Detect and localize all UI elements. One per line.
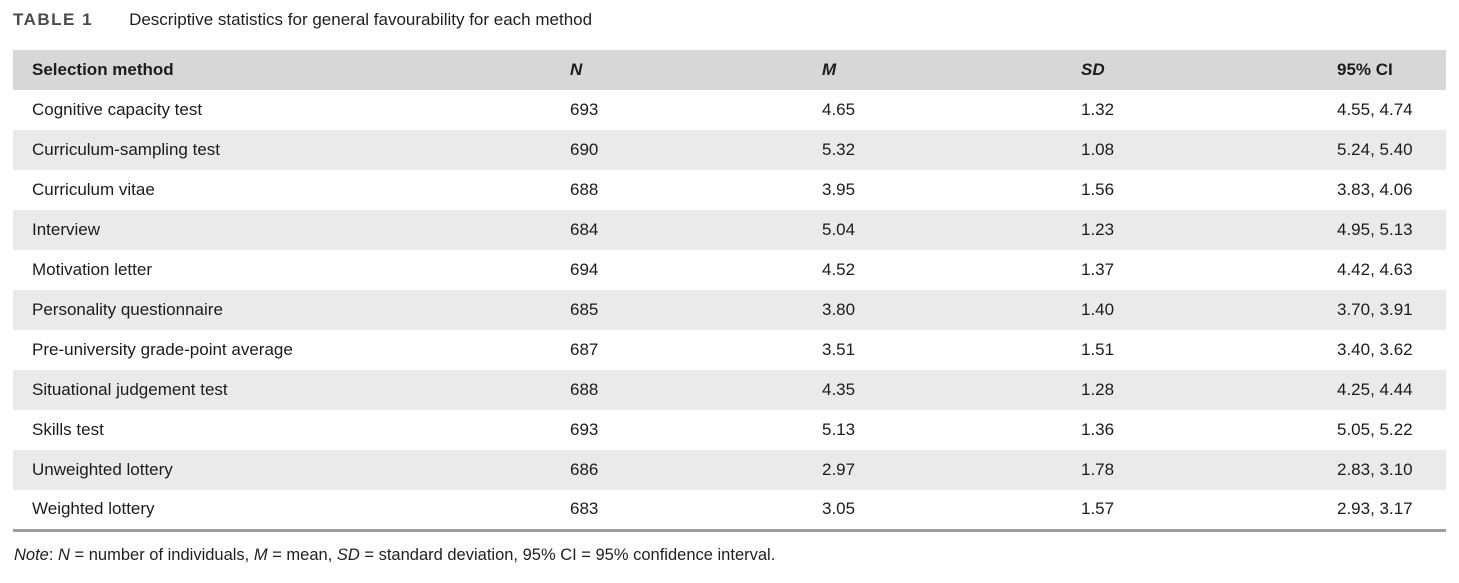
note-symbol: N <box>58 545 70 564</box>
cell-ci: 5.24, 5.40 <box>1337 140 1413 159</box>
cell-sd: 1.56 <box>1081 180 1115 199</box>
cell-m: 4.35 <box>822 380 856 399</box>
cell-n: 683 <box>570 499 599 519</box>
table-row-curriculum-sampling-test: Curriculum-sampling test 690 5.32 1.08 5.24,… <box>13 130 1446 170</box>
cell-method: Personality questionnaire <box>32 300 223 319</box>
note-text: : <box>48 545 59 564</box>
cell-m: 5.04 <box>822 220 856 239</box>
cell-m: 3.05 <box>822 499 856 519</box>
cell-method: Cognitive capacity test <box>32 100 203 119</box>
cell-m: 5.13 <box>822 420 856 439</box>
table-caption: TABLE 1 Descriptive statistics for genera… <box>13 7 1447 33</box>
cell-method: Skills test <box>32 420 104 439</box>
note-symbol: SD <box>336 545 360 564</box>
cell-ci: 4.42, 4.63 <box>1337 260 1413 279</box>
table-row-skills-test: Skills test 693 5.13 1.36 5.05, 5.22 <box>13 410 1446 450</box>
table-number-label: TABLE 1 <box>13 10 94 29</box>
cell-method: Curriculum-sampling test <box>32 140 220 159</box>
column-header-m: M <box>822 60 837 79</box>
note-text: = mean, <box>267 545 337 564</box>
table-row-curriculum-vitae: Curriculum vitae 688 3.95 1.56 3.83, 4.06 <box>13 170 1446 210</box>
cell-m: 2.97 <box>822 460 856 479</box>
cell-m: 4.65 <box>822 100 856 119</box>
cell-n: 685 <box>570 300 599 319</box>
cell-sd: 1.51 <box>1081 340 1115 359</box>
cell-sd: 1.32 <box>1081 100 1115 119</box>
descriptive-statistics-table: Selection method N M SD 95% CI Cognitive cap… <box>13 50 1446 532</box>
cell-sd: 1.08 <box>1081 140 1115 159</box>
cell-ci: 3.83, 4.06 <box>1337 180 1413 199</box>
cell-n: 688 <box>570 180 599 199</box>
table-row-situational-judgement-test: Situational judgement test 688 4.35 1.28 4.2… <box>13 370 1446 410</box>
table-row-pre-university-grade-point-average: Pre-university grade-point average 687 3.5… <box>13 330 1446 370</box>
cell-method: Pre-university grade-point average <box>32 340 293 359</box>
cell-sd: 1.37 <box>1081 260 1115 279</box>
cell-ci: 5.05, 5.22 <box>1337 420 1413 439</box>
note-symbol: M <box>253 545 268 564</box>
column-header-n: N <box>570 60 583 79</box>
column-header-95-ci: 95% CI <box>1337 60 1393 79</box>
cell-m: 3.51 <box>822 340 856 359</box>
cell-m: 3.95 <box>822 180 856 199</box>
cell-sd: 1.78 <box>1081 460 1115 479</box>
note-text: = standard deviation, 95% CI = 95% confi… <box>359 545 776 564</box>
caption-text: Descriptive statistics for general favou… <box>129 10 593 29</box>
table-row-motivation-letter: Motivation letter 694 4.52 1.37 4.42, 4.63 <box>13 250 1446 290</box>
cell-sd: 1.57 <box>1081 499 1115 519</box>
table-row-unweighted-lottery: Unweighted lottery 686 2.97 1.78 2.83, 3.10 <box>13 450 1446 490</box>
cell-ci: 4.25, 4.44 <box>1337 380 1413 399</box>
cell-n: 687 <box>570 340 599 359</box>
cell-ci: 2.93, 3.17 <box>1337 499 1413 519</box>
column-header-sd: SD <box>1081 60 1105 79</box>
cell-sd: 1.36 <box>1081 420 1115 439</box>
cell-n: 686 <box>570 460 599 479</box>
cell-m: 3.80 <box>822 300 856 319</box>
cell-n: 684 <box>570 220 599 239</box>
cell-sd: 1.40 <box>1081 300 1115 319</box>
cell-method: Interview <box>32 220 101 239</box>
note-symbol: Note <box>14 545 49 564</box>
table-body: Cognitive capacity test 693 4.65 1.32 4.55, … <box>13 90 1446 530</box>
column-header-selection-method: Selection method <box>32 60 174 79</box>
cell-method: Unweighted lottery <box>32 460 173 479</box>
cell-m: 4.52 <box>822 260 856 279</box>
cell-sd: 1.28 <box>1081 380 1115 399</box>
cell-sd: 1.23 <box>1081 220 1115 239</box>
table-row-cognitive-capacity-test: Cognitive capacity test 693 4.65 1.32 4.55, … <box>13 90 1446 130</box>
cell-method: Weighted lottery <box>32 499 155 519</box>
cell-n: 693 <box>570 100 599 119</box>
cell-n: 690 <box>570 140 599 159</box>
cell-n: 693 <box>570 420 599 439</box>
cell-ci: 4.95, 5.13 <box>1337 220 1413 239</box>
cell-n: 694 <box>570 260 599 279</box>
cell-ci: 3.70, 3.91 <box>1337 300 1413 319</box>
cell-ci: 4.55, 4.74 <box>1337 100 1413 119</box>
cell-ci: 3.40, 3.62 <box>1337 340 1413 359</box>
note-text: = number of individuals, <box>69 545 254 564</box>
cell-m: 5.32 <box>822 140 856 159</box>
cell-method: Situational judgement test <box>32 380 228 399</box>
table-note: Note: N = number of individuals, M = mea… <box>14 546 1447 565</box>
table-figure: TABLE 1 Descriptive statistics for genera… <box>13 7 1447 565</box>
cell-method: Curriculum vitae <box>32 180 155 199</box>
table-row-weighted-lottery: Weighted lottery 683 3.05 1.57 2.93, 3.17 <box>13 490 1446 530</box>
table-row-personality-questionnaire: Personality questionnaire 685 3.80 1.40 3.70… <box>13 290 1446 330</box>
cell-n: 688 <box>570 380 599 399</box>
cell-ci: 2.83, 3.10 <box>1337 460 1413 479</box>
cell-method: Motivation letter <box>32 260 152 279</box>
table-row-interview: Interview 684 5.04 1.23 4.95, 5.13 <box>13 210 1446 250</box>
header-row: Selection method N M SD 95% CI <box>13 50 1446 90</box>
